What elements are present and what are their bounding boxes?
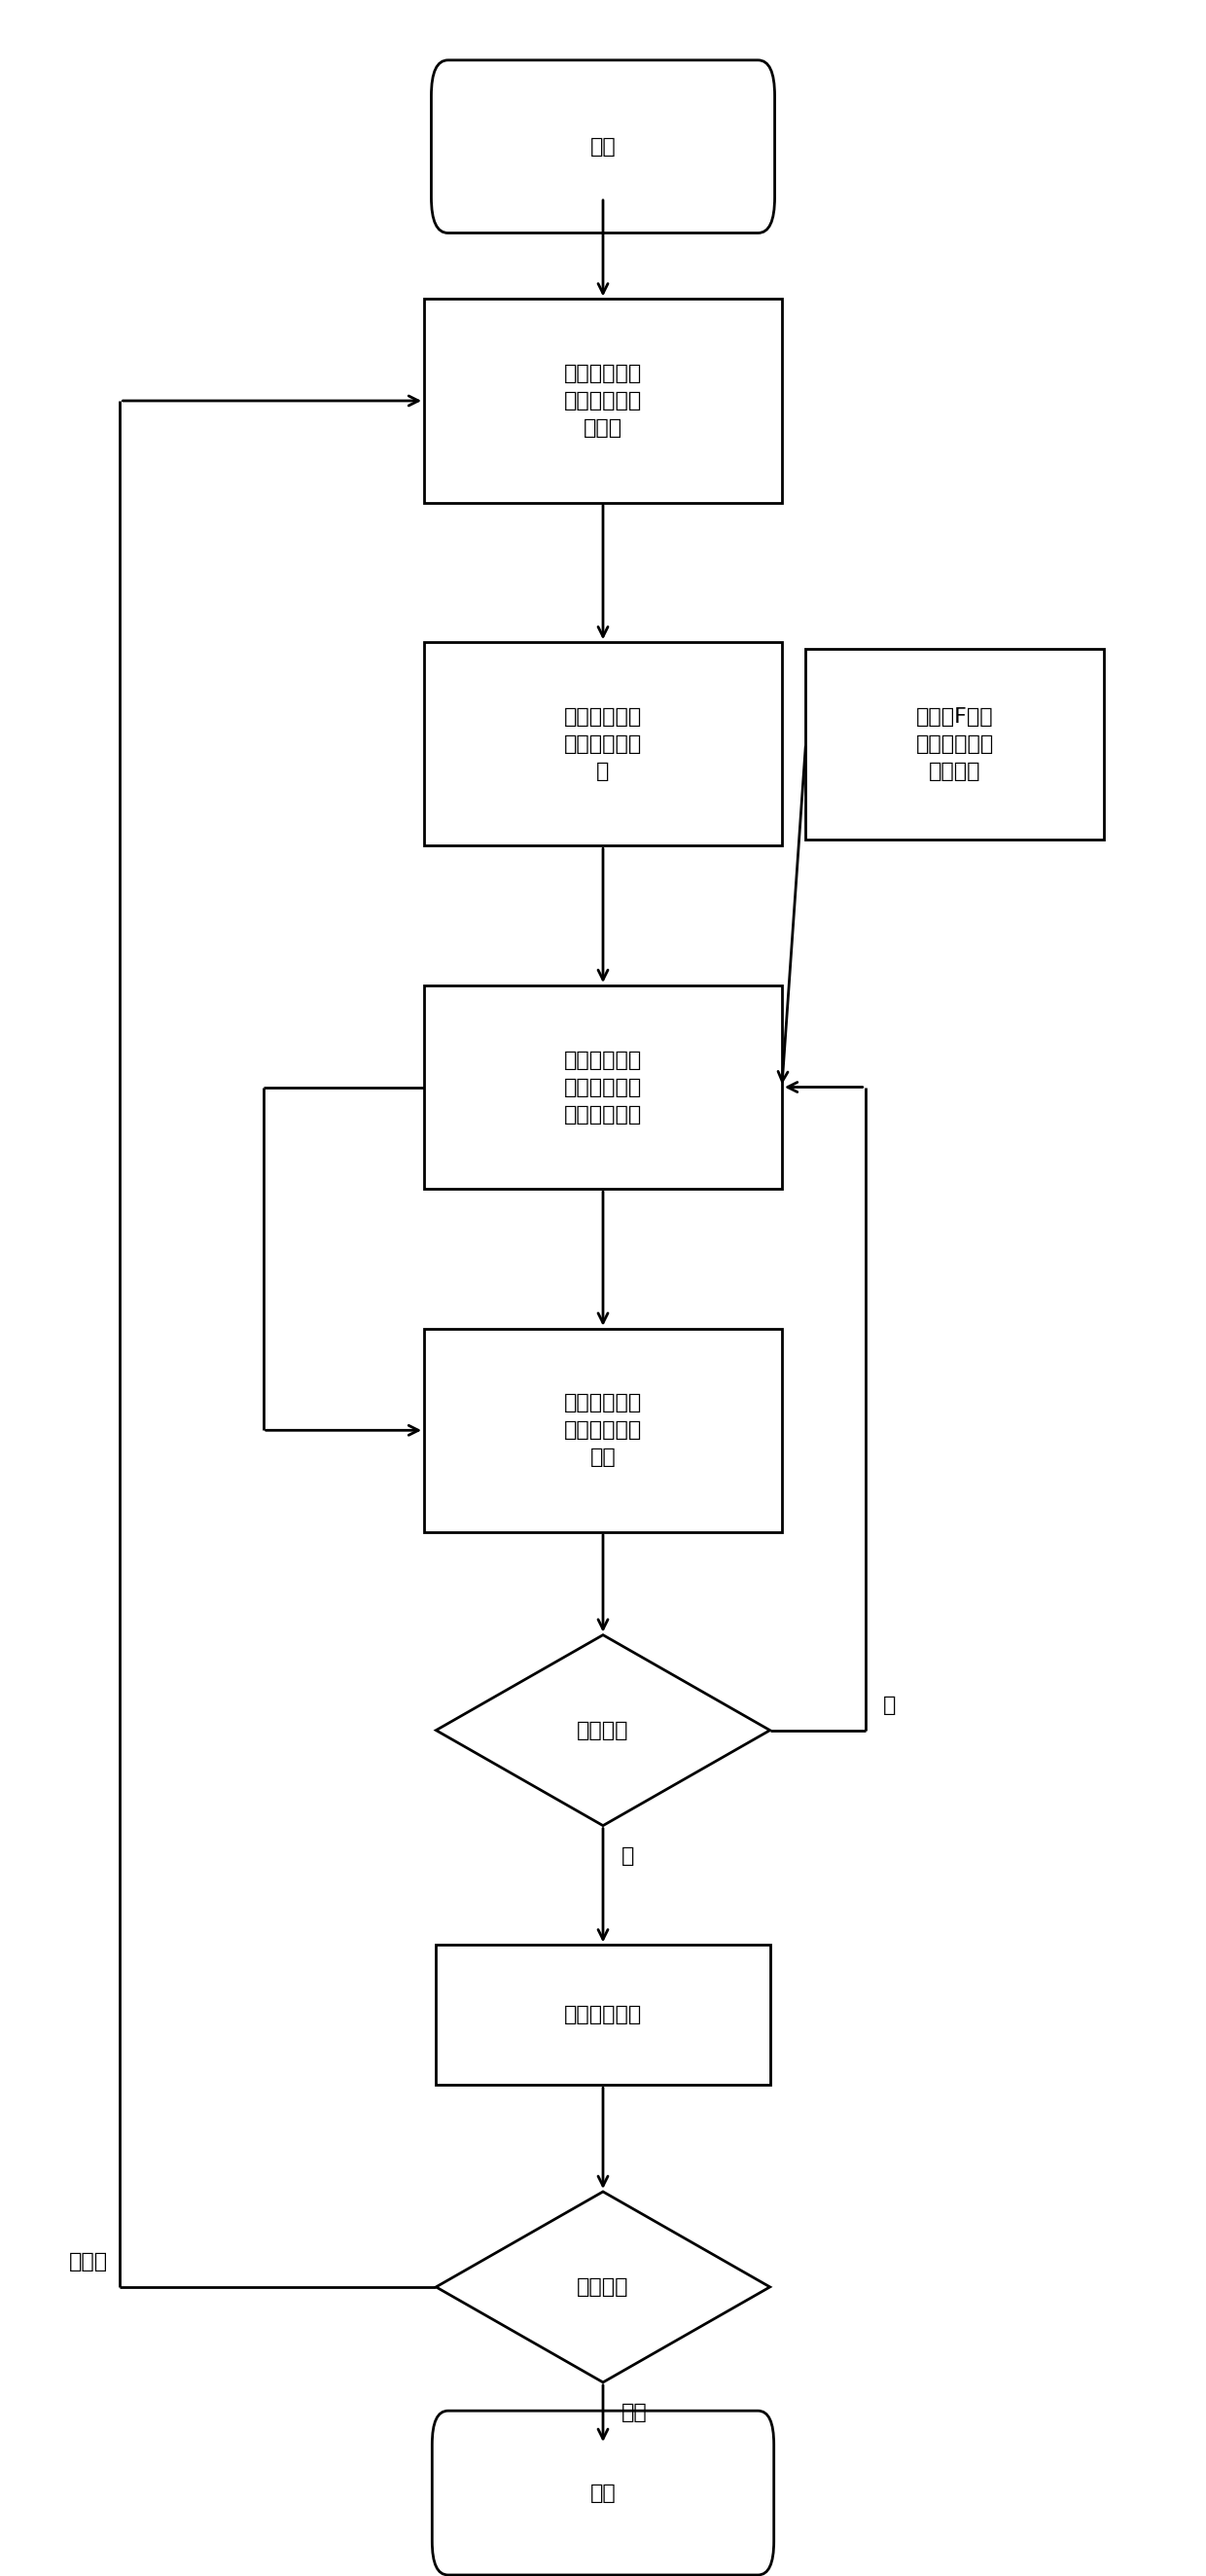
Bar: [425, 641, 781, 845]
Text: 平均电流与进
给速度模型辨
识: 平均电流与进 给速度模型辨 识: [564, 706, 642, 781]
Text: 实验结束: 实验结束: [576, 1721, 630, 1739]
Bar: [437, 1945, 769, 2084]
FancyBboxPatch shape: [432, 2411, 774, 2576]
FancyBboxPatch shape: [432, 59, 774, 232]
Text: 结束: 结束: [590, 2483, 616, 2504]
Text: 分析控制效果: 分析控制效果: [564, 2004, 642, 2025]
Text: 否: 否: [883, 1695, 896, 1716]
Text: 不满足: 不满足: [69, 2251, 109, 2272]
Text: 控制要求: 控制要求: [576, 2277, 630, 2298]
Text: 最小方差自校
正控制器进行
控制: 最小方差自校 正控制器进行 控制: [564, 1394, 642, 1468]
Bar: [425, 1329, 781, 1533]
Text: 开始: 开始: [590, 137, 616, 157]
Text: 逆推最小二乘
遗忘因子在线
辨识模型参数: 逆推最小二乘 遗忘因子在线 辨识模型参数: [564, 1051, 642, 1123]
Bar: [425, 987, 781, 1188]
Text: 是: 是: [621, 1847, 634, 1865]
Text: 满足: 满足: [621, 2403, 646, 2421]
Text: 实验法建立放
电间隙拟合解
析模型: 实验法建立放 电间隙拟合解 析模型: [564, 363, 642, 438]
Bar: [806, 649, 1103, 840]
Bar: [425, 299, 781, 502]
Polygon shape: [437, 1636, 769, 1826]
Text: 残差的F检验
法离线辨识模
型的阶次: 残差的F检验 法离线辨识模 型的阶次: [915, 706, 994, 781]
Polygon shape: [437, 2192, 769, 2383]
